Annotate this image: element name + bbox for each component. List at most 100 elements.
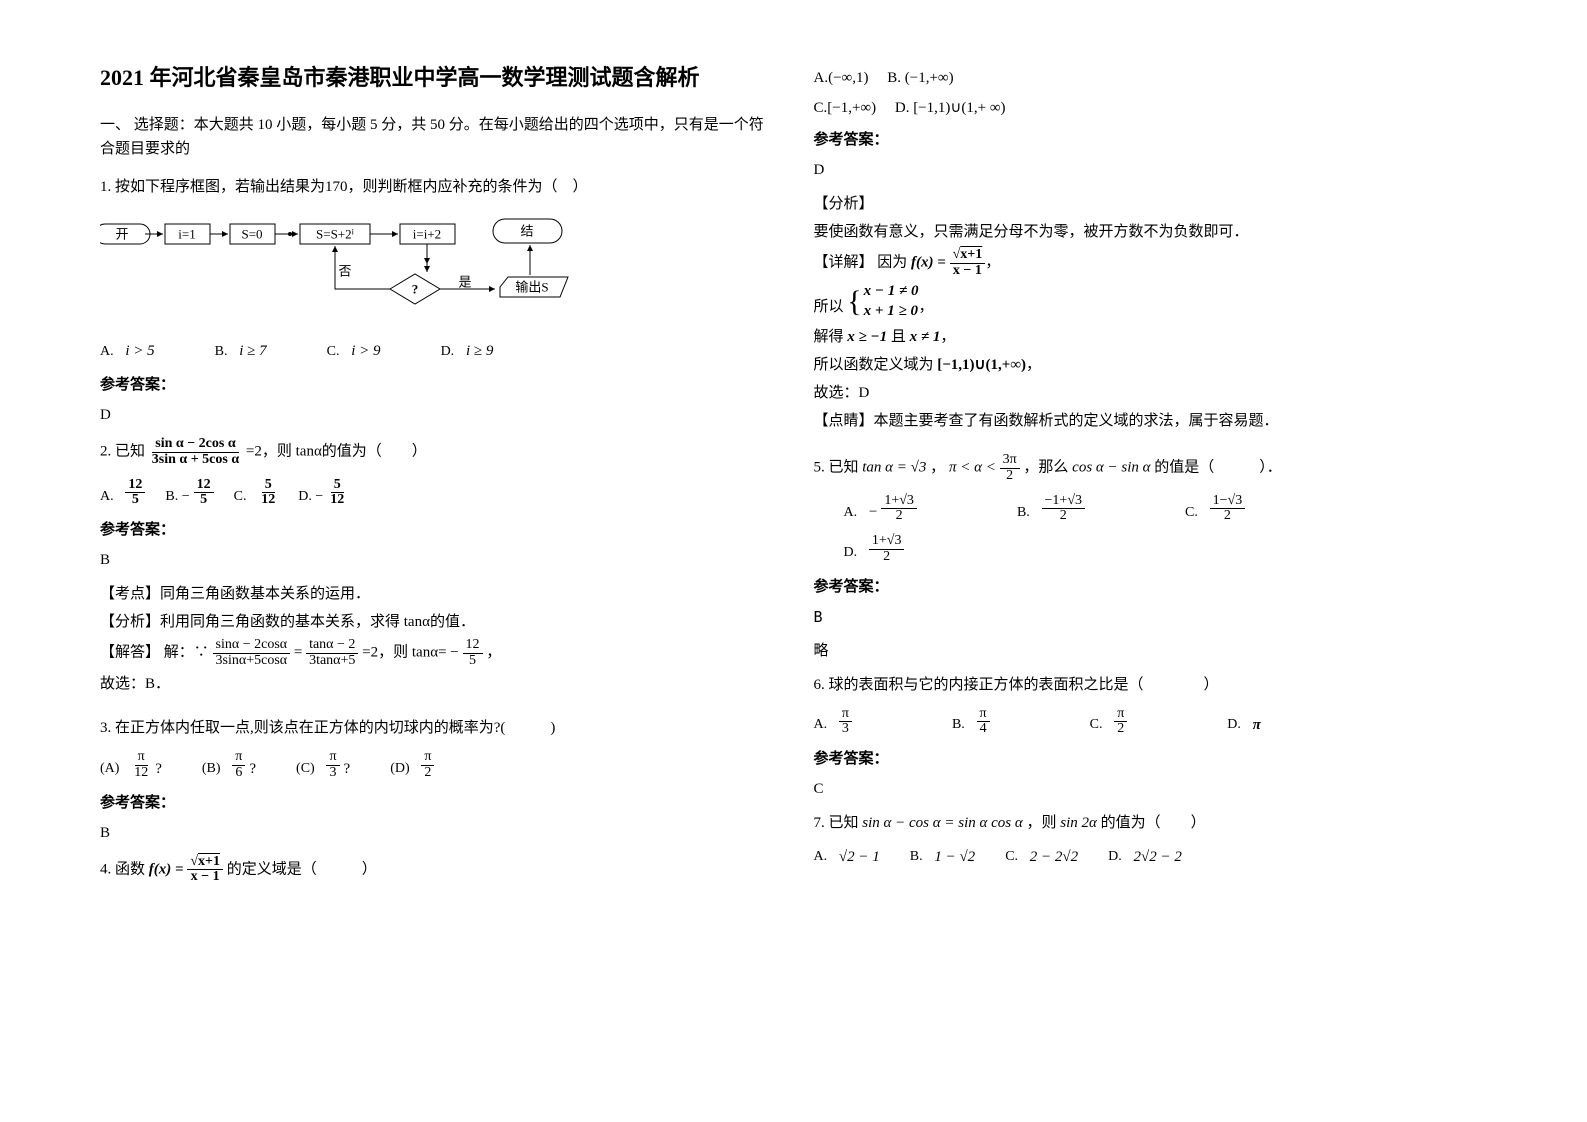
q2-jieda-pre: 解：∵ [164,645,209,661]
q3-opt-c-suf: ? [344,757,351,781]
q5-options-row1: A. −1+√32 B. −1+√32 C. 1−√32 [844,494,1488,524]
q7-pre: 7. 已知 [814,815,859,831]
q6-answer: C [814,777,1488,801]
q7-options: A. √2 − 1 B. 1 − √2 C. 2 − 2√2 D. 2√2 − … [814,845,1488,869]
q5-opt-d-num: 1+√3 [869,534,905,550]
q5-comma: ， [930,460,945,476]
flow-yes-label: 是 [458,275,471,290]
q1-opt-d: i ≥ 9 [466,339,493,363]
q7-opt-d: 2√2 − 2 [1134,845,1182,869]
question-1: 1. 按如下程序框图，若输出结果为170，则判断框内应补充的条件为（ ） [100,175,774,199]
q7-mid: ，则 [1027,815,1057,831]
q1-opt-c-label: C. [327,341,340,363]
q6-options: A. π3 B. π4 C. π2 D. π [814,707,1488,737]
q2-eq1: = [294,645,302,661]
q5-expr: cos α − sin α [1072,460,1150,476]
brace-icon: { [847,288,861,315]
q2-f2-num: tanα − 2 [306,638,358,654]
q1-options: A. i > 5 B. i ≥ 7 C. i > 9 D. i ≥ 9 [100,339,774,363]
q4-solve-mid: 且 [891,329,906,345]
q1-opt-c: i > 9 [351,339,380,363]
q4-opt-c: C.[−1,+∞) [814,100,877,116]
q1-text: 1. 按如下程序框图，若输出结果为170，则判断框内应补充的条件为（ ） [100,179,588,195]
q1-opt-a: i > 5 [125,339,154,363]
q5-opt-a-label: A. [844,502,858,524]
q3-text: 3. 在正方体内任取一点,则该点在正方体的内切球内的概率为?( ) [100,720,555,736]
q3-opt-b-suf: ? [249,757,256,781]
q3-opt-c-label: (C) [296,758,315,780]
q2-answer-label: 参考答案： [100,518,774,542]
q5-opt-d-den: 2 [880,550,893,565]
q6-opt-b-label: B. [952,714,965,736]
q1-opt-b-label: B. [215,341,228,363]
q6-opt-c-num: π [1114,707,1127,723]
q4-final: 故选：D [814,381,1488,405]
flow-ss: S=S+2ⁱ [316,227,354,242]
q4-fenxi: 要使函数有意义，只需满足分母不为零，被开方数不为负数即可． [814,220,1488,244]
flow-out: 输出S [515,280,548,295]
q6-opt-d-label: D. [1227,714,1241,736]
q5-opt-c-label: C. [1185,502,1198,524]
q3-opt-c-den: 3 [326,766,339,781]
q7-opt-c-label: C. [1005,846,1018,868]
question-2: 2. 已知 sin α − 2cos α 3sin α + 5cos α =2，… [100,437,774,467]
q2-fenxi-label: 【分析】 [100,614,160,630]
q4-solve1: x ≥ −1 [847,329,887,345]
q6-opt-a-label: A. [814,714,828,736]
q4-system: 所以 { x − 1 ≠ 0 x + 1 ≥ 0 ， [814,282,1488,321]
q4-options-row2: C.[−1,+∞) D. [−1,1)∪(1,+ ∞) [814,96,1488,120]
q4-opt-d: D. [−1,1)∪(1,+ ∞) [895,100,1006,116]
q6-opt-a-den: 3 [839,722,852,737]
q1-answer: D [100,403,774,427]
q4-xiangjie-label: 【详解】 [814,255,874,271]
q2-kaodian: 同角三角函数基本关系的运用． [160,586,370,602]
q3-opt-a-num: π [135,750,148,766]
q3-opt-b-den: 6 [232,766,245,781]
q5-opt-c-num: 1−√3 [1210,494,1246,510]
flow-i2: i=i+2 [413,227,441,242]
q6-opt-b-den: 4 [977,722,990,737]
q4-xj-func: f(x) = [911,255,946,271]
q6-opt-b-num: π [977,707,990,723]
q5-opt-b-den: 2 [1057,509,1070,524]
q2-opt-c-label: C. [234,486,247,508]
q2-f1-den: 3sinα+5cosα [213,654,291,669]
q4-answer-label: 参考答案： [814,128,1488,152]
q4-solve2: x ≠ 1 [910,329,941,345]
flow-end: 结 [520,224,533,239]
flow-cond: ? [412,282,419,297]
q2-fenxi: 利用同角三角函数的基本关系，求得 tanα的值． [160,614,475,630]
q2-f1-num: sinα − 2cosα [213,638,291,654]
question-5: 5. 已知 tan α = √3 ， π < α < 3π2 ，那么 cos α… [814,453,1488,483]
q2-f3-den: 5 [466,654,479,669]
q2-kaodian-label: 【考点】 [100,586,160,602]
q3-opt-d-label: (D) [390,758,409,780]
q3-opt-d-num: π [421,750,434,766]
q7-cond: sin α − cos α = sin α cos α [862,815,1023,831]
q4-domain: [−1,1)∪(1,+∞) [937,357,1026,373]
q4-case1: x − 1 ≠ 0 [864,282,919,302]
q2-answer: B [100,548,774,572]
q2-f3-num: 12 [463,638,483,654]
q5-opt-d-label: D. [844,542,858,564]
q4-func-num-inner: x+1 [198,854,220,869]
q2-options: A. 125 B. −125 C. 512 D. −512 [100,478,774,508]
q3-answer: B [100,821,774,845]
q4-xj-num: x+1 [960,247,982,262]
q5-opt-c-den: 2 [1221,509,1234,524]
exam-title: 2021 年河北省秦皇岛市秦港职业中学高一数学理测试题含解析 [100,60,774,95]
q5-answer: B [814,605,1488,629]
q2-frac-num: sin α − 2cos α [152,437,238,453]
flow-start: 开 [115,227,128,242]
q2-opt-a-label: A. [100,486,114,508]
q7-opt-b-label: B. [910,846,923,868]
q5-cond2-pre: π < α < [949,460,996,476]
q4-sys-pre: 所以 [814,299,844,315]
q2-opt-d-num: 5 [331,478,344,494]
q2-opt-d-label: D. − [298,486,323,508]
q5-opt-a-num: 1+√3 [881,494,917,510]
q4-opt-b: B. (−1,+∞) [887,70,953,86]
q4-dianjing: 本题主要考查了有函数解析式的定义域的求法，属于容易题． [874,413,1279,429]
q4-case2: x + 1 ≥ 0 [864,302,919,322]
q5-cond2-den: 2 [1003,469,1016,484]
